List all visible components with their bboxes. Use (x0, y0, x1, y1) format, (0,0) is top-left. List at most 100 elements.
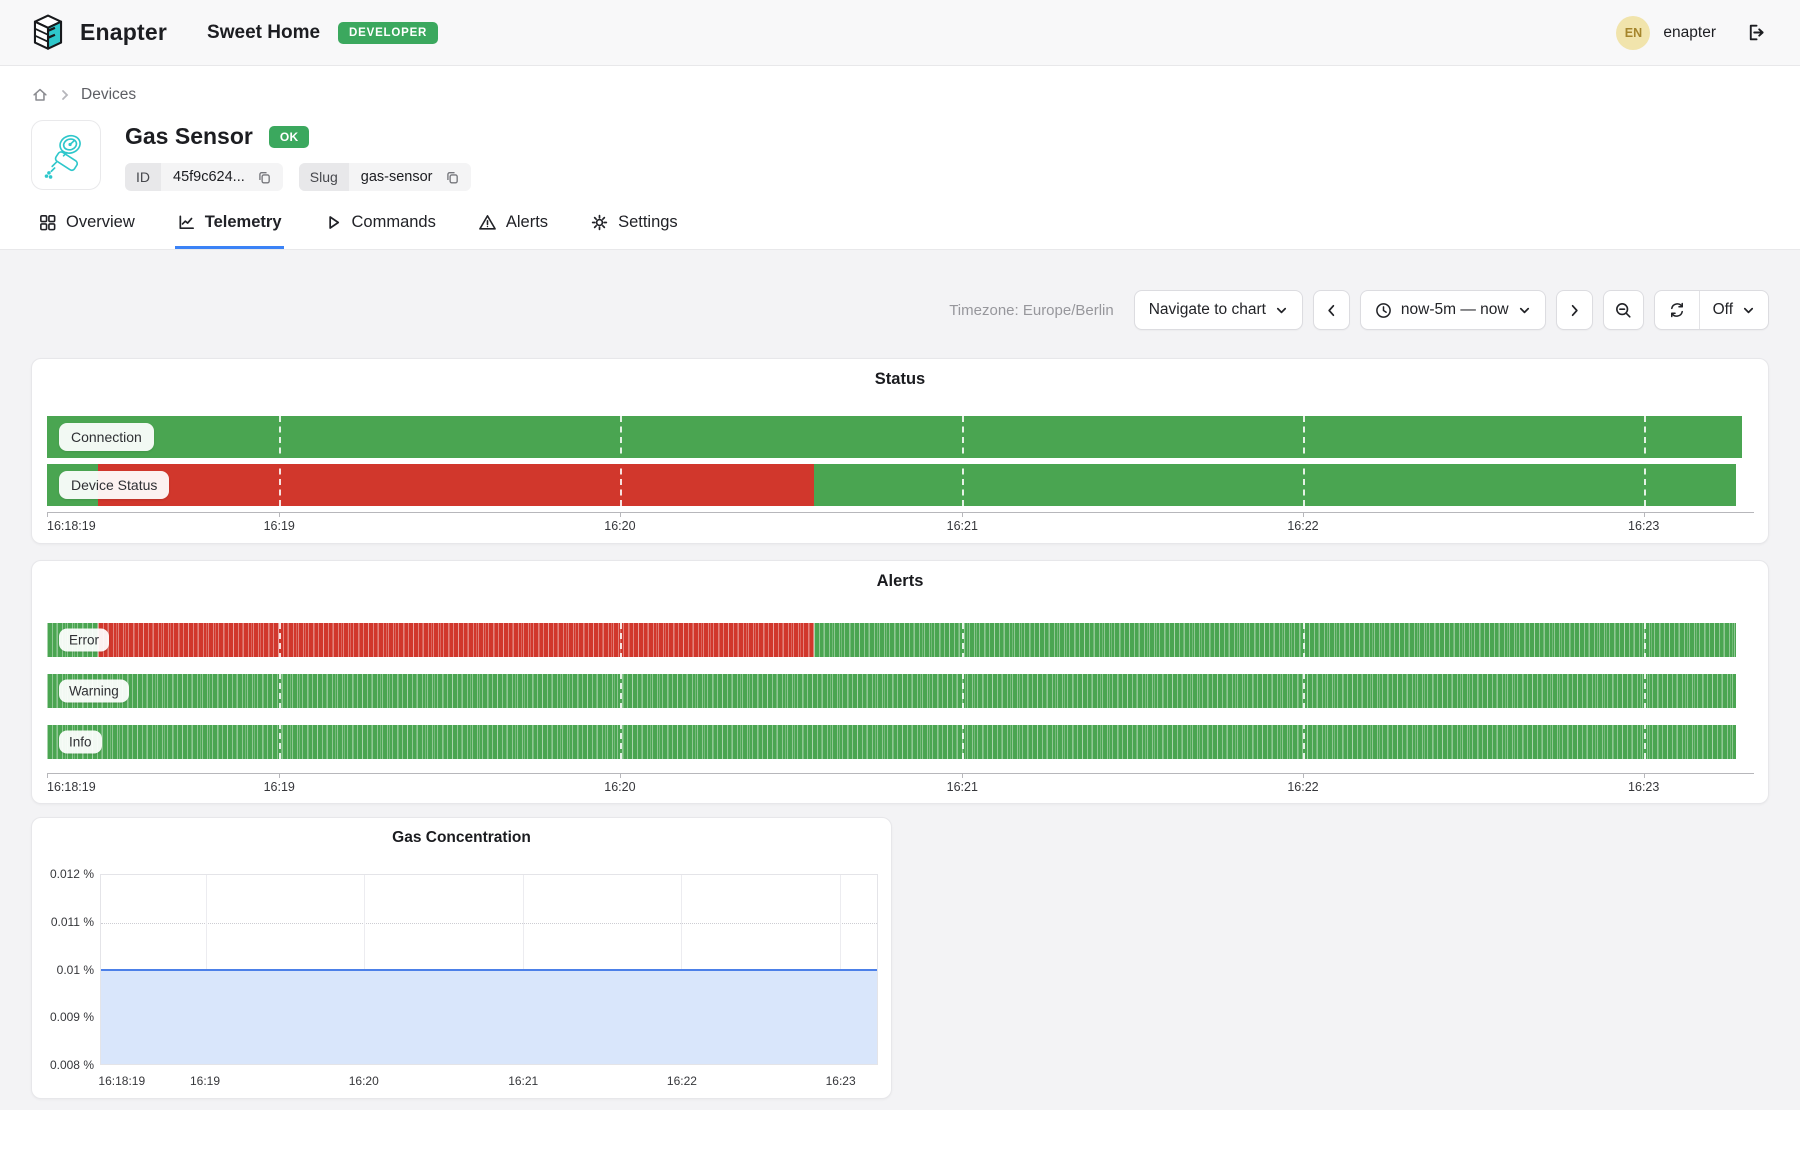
timeline-gridline (279, 623, 282, 759)
timeline-row: Info (47, 725, 1737, 759)
gas-chart-plot[interactable] (100, 874, 878, 1065)
timeline-segment (97, 623, 814, 657)
refresh-control: Off (1653, 290, 1769, 330)
tab-overview[interactable]: Overview (36, 213, 137, 249)
x-axis-line (47, 773, 1754, 774)
status-chart-plot[interactable]: Connection Device Status 16:18:19 16:19 16:2… (47, 359, 1754, 543)
tab-label: Alerts (505, 213, 549, 231)
refresh-button[interactable] (1655, 291, 1699, 329)
timeline-row: Connection (47, 416, 1742, 458)
device-image (31, 120, 101, 190)
breadcrumb-devices-link[interactable]: Devices (81, 86, 137, 103)
device-title: Gas Sensor (125, 123, 253, 149)
y-tick-label: 0.008 % (49, 1058, 94, 1072)
x-tick-label: 16:18:19 (47, 780, 96, 794)
gas-concentration-panel: Gas Concentration 0.012 % 0.011 % 0.01 % 0.… (31, 817, 892, 1099)
x-tick-label: 16:18:19 (98, 1074, 146, 1088)
x-axis-tick (962, 512, 964, 517)
x-tick-label: 16:20 (348, 1074, 379, 1088)
time-range-forward-button[interactable] (1555, 290, 1593, 330)
x-axis-tick (47, 773, 48, 778)
timeline-gridline (1302, 416, 1305, 506)
y-tick-label: 0.012 % (49, 867, 94, 881)
x-tick-label: 16:19 (263, 519, 295, 533)
timeline-segment (47, 725, 1737, 759)
x-tick-label: 16:20 (604, 780, 636, 794)
x-tick-label: 16:23 (1628, 519, 1660, 533)
user-name[interactable]: enapter (1663, 23, 1716, 41)
tab-commands[interactable]: Commands (322, 213, 438, 249)
device-id-value: 45f9c624... (173, 169, 245, 185)
x-tick-label: 16:21 (946, 519, 978, 533)
chevron-right-icon (1567, 303, 1582, 318)
alerts-chart-title: Alerts (876, 572, 924, 590)
row-label-chip: Connection (59, 423, 154, 451)
status-badge: OK (268, 125, 310, 148)
x-axis-tick (619, 512, 621, 517)
button-divider (1698, 291, 1700, 329)
brand[interactable]: Enapter (28, 11, 167, 55)
gear-icon (590, 213, 609, 232)
home-icon[interactable] (31, 86, 49, 104)
timeline-gridline (279, 416, 282, 506)
refresh-interval-label: Off (1712, 301, 1733, 318)
chart-line-icon (177, 213, 196, 232)
time-range-picker-button[interactable]: now-5m — now (1359, 290, 1546, 330)
navigate-to-chart-label: Navigate to chart (1148, 301, 1266, 318)
chart-toolbar: Timezone: Europe/Berlin Navigate to char… (0, 250, 1800, 330)
clock-icon (1375, 302, 1392, 319)
breadcrumb: Devices (0, 66, 1800, 104)
x-axis-tick (962, 773, 964, 778)
timeline-segment (813, 623, 1737, 657)
timeline-row: Warning (47, 674, 1737, 708)
row-label-chip: Device Status (59, 471, 170, 499)
tab-label: Commands (351, 213, 436, 231)
x-tick-label: 16:23 (825, 1074, 856, 1088)
timezone-label: Timezone: Europe/Berlin (949, 301, 1114, 319)
x-axis-tick (279, 512, 281, 517)
timeline-gridline (1643, 416, 1646, 506)
time-range-back-button[interactable] (1312, 290, 1350, 330)
tab-settings[interactable]: Settings (588, 213, 680, 249)
timeline-segment (47, 416, 1742, 458)
timeline-segment (813, 464, 1737, 506)
chevron-down-icon (1275, 304, 1288, 317)
timeline-gridline (1643, 623, 1646, 759)
device-id-label: ID (125, 163, 161, 191)
tab-telemetry[interactable]: Telemetry (174, 213, 284, 249)
status-chart-panel: Status Connection Device Status 16:18:19 16… (31, 358, 1769, 544)
gas-chart-title: Gas Concentration (392, 829, 531, 846)
x-tick-label: 16:21 (508, 1074, 539, 1088)
tab-alerts[interactable]: Alerts (476, 213, 550, 249)
telemetry-content: Timezone: Europe/Berlin Navigate to char… (0, 250, 1800, 1110)
copy-id-button[interactable] (256, 169, 283, 186)
x-tick-label: 16:21 (946, 780, 978, 794)
row-label-chip: Info (59, 730, 102, 754)
tab-bar: Overview Telemetry Commands (0, 213, 1800, 250)
gas-sensor-icon (40, 129, 92, 181)
x-tick-label: 16:22 (666, 1074, 697, 1088)
logout-icon (1745, 22, 1766, 43)
x-tick-label: 16:18:19 (47, 519, 96, 533)
copy-slug-button[interactable] (444, 169, 471, 186)
timeline-row: Device Status (47, 464, 1737, 506)
timeline-gridline (962, 623, 965, 759)
tab-label: Telemetry (204, 213, 282, 231)
logout-button[interactable] (1741, 18, 1770, 47)
y-tick-label: 0.01 % (56, 962, 94, 977)
area-fill (101, 969, 877, 1064)
grid-icon (38, 213, 57, 232)
breadcrumb-chevron-icon (59, 89, 71, 101)
timeline-segment (47, 674, 1737, 708)
timeline-gridline (619, 623, 622, 759)
avatar[interactable]: EN (1616, 15, 1651, 50)
device-slug-value: gas-sensor (360, 169, 433, 185)
alerts-chart-plot[interactable]: Error Warning Info 16:18:19 16:19 16:20 16:21 1… (47, 561, 1754, 803)
navigate-to-chart-button[interactable]: Navigate to chart (1133, 290, 1303, 330)
refresh-interval-dropdown[interactable]: Off (1700, 291, 1768, 329)
timeline-segment (97, 464, 814, 506)
zoom-out-button[interactable] (1602, 290, 1644, 330)
x-axis-tick (1643, 512, 1645, 517)
copy-icon (444, 169, 461, 186)
device-slug-chip: Slug gas-sensor (298, 163, 471, 191)
